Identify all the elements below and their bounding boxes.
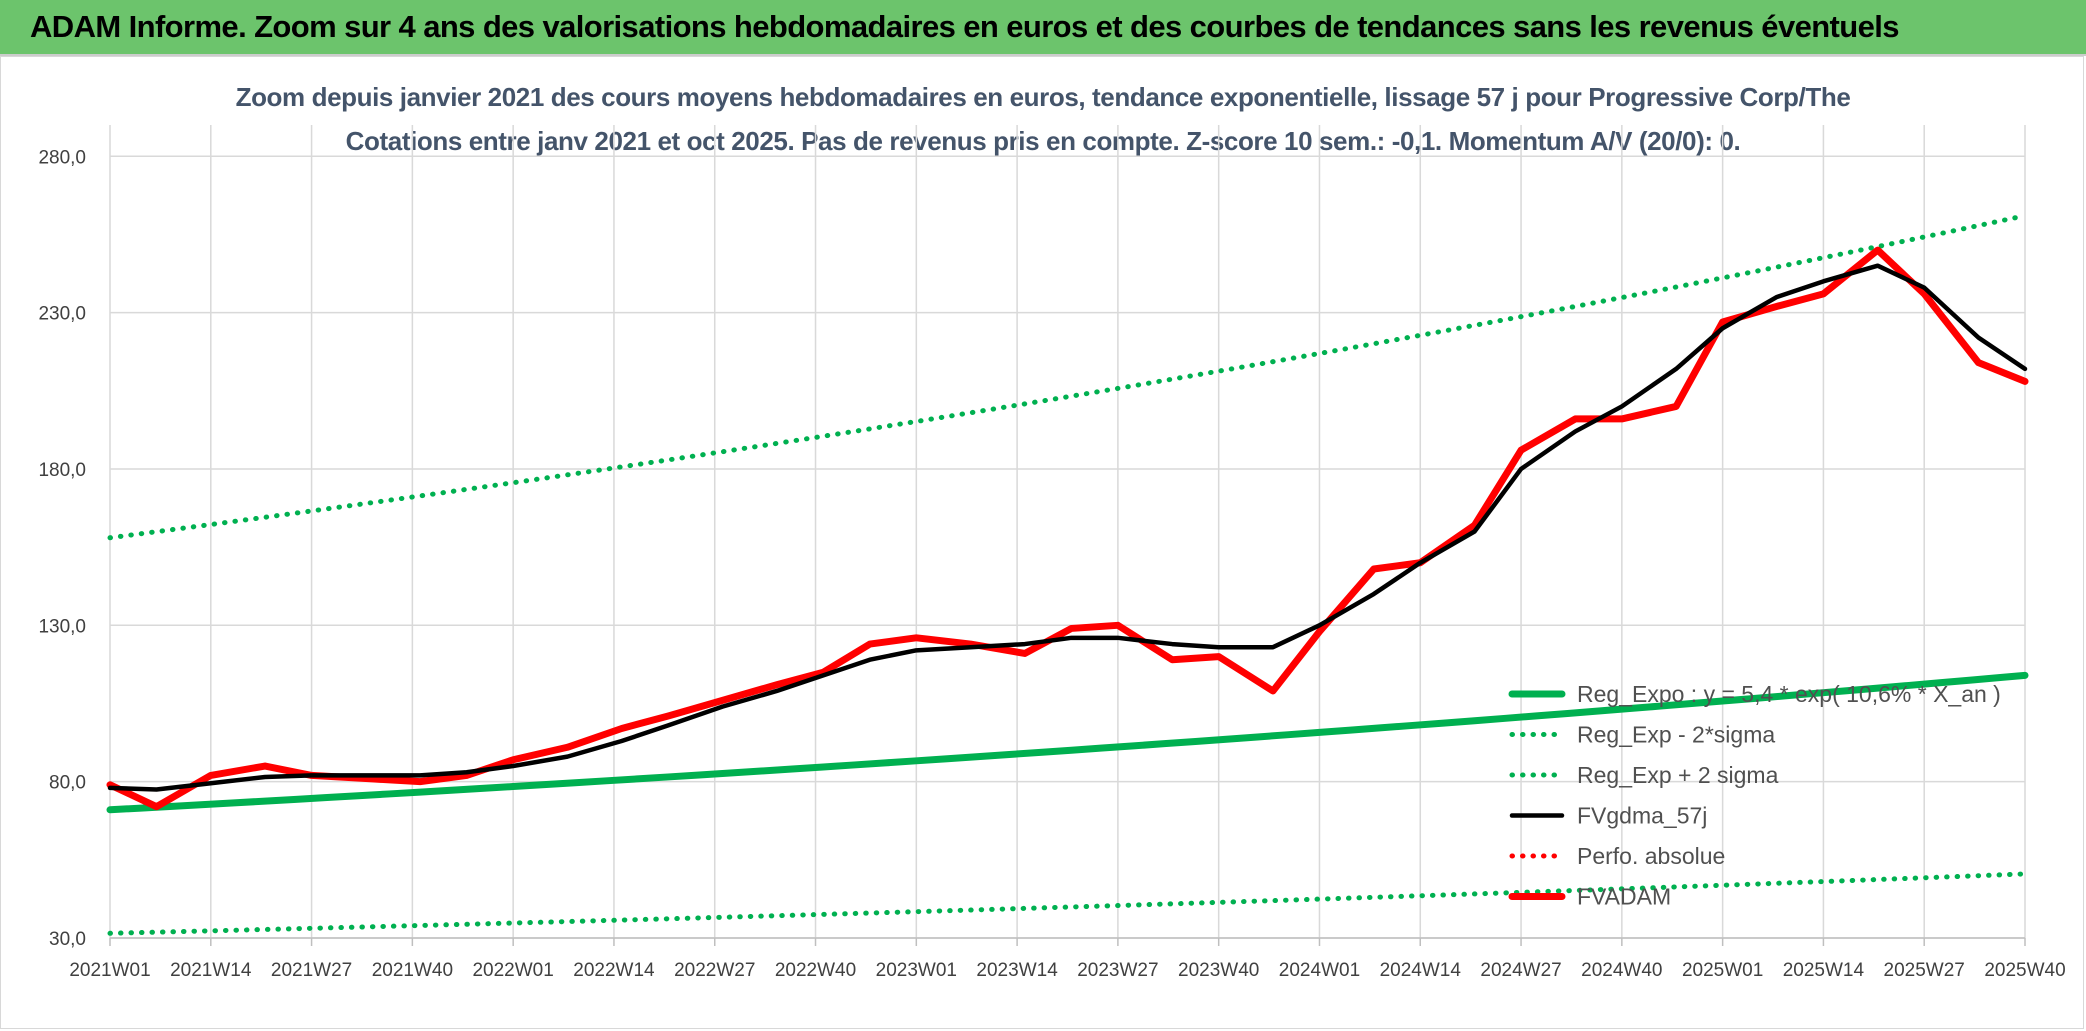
- x-tick-label: 2023W40: [1178, 960, 1259, 981]
- x-tick-label: 2024W01: [1279, 960, 1360, 981]
- report-title: ADAM Informe. Zoom sur 4 ans des valoris…: [30, 9, 1900, 44]
- chart-title-line1: Zoom depuis janvier 2021 des cours moyen…: [235, 82, 1851, 112]
- legend-label: FVADAM: [1577, 884, 1671, 910]
- report-banner: ADAM Informe. Zoom sur 4 ans des valoris…: [0, 0, 2086, 56]
- x-tick-label: 2025W27: [1884, 960, 1965, 981]
- fvadam-line: [106, 246, 2029, 811]
- x-tick-label: 2025W01: [1682, 960, 1763, 981]
- x-tick-label: 2022W40: [775, 960, 856, 981]
- x-tick-label: 2025W40: [1984, 960, 2065, 981]
- x-tick-label: 2025W14: [1783, 960, 1865, 981]
- x-tick-label: 2022W27: [674, 960, 755, 981]
- y-tick-label: 180,0: [38, 460, 86, 481]
- chart-frame: [0, 56, 2084, 1029]
- x-tick-label: 2021W40: [372, 960, 453, 981]
- y-tick-label: 30,0: [49, 929, 86, 950]
- legend-label: Reg_Exp + 2 sigma: [1577, 762, 1779, 788]
- reg-exp-plus-2sigma-line: [107, 213, 2028, 541]
- reg-expo-line: [106, 671, 2029, 814]
- legend-label: Reg_Expo : y = 5,4 * exp( 10,6% * X_an ): [1577, 681, 2001, 707]
- fvgdma-57j-line: [107, 263, 2028, 792]
- reg-exp-minus-2sigma-line: [107, 871, 2028, 936]
- chart-title-line2: Cotations entre janv 2021 et oct 2025. P…: [345, 126, 1741, 156]
- x-tick-label: 2021W14: [170, 960, 252, 981]
- x-tick-label: 2024W14: [1380, 960, 1462, 981]
- y-tick-label: 80,0: [49, 773, 86, 794]
- x-tick-label: 2022W14: [573, 960, 655, 981]
- x-tick-label: 2023W27: [1077, 960, 1158, 981]
- y-tick-label: 230,0: [38, 304, 86, 325]
- y-tick-label: 280,0: [38, 147, 86, 168]
- legend-label: FVgdma_57j: [1577, 803, 1707, 829]
- x-tick-label: 2023W01: [876, 960, 957, 981]
- y-tick-label: 130,0: [38, 616, 86, 637]
- x-tick-label: 2024W40: [1581, 960, 1662, 981]
- x-tick-label: 2021W01: [69, 960, 150, 981]
- x-tick-label: 2021W27: [271, 960, 352, 981]
- legend-label: Perfo. absolue: [1577, 843, 1725, 869]
- x-tick-label: 2024W27: [1480, 960, 1561, 981]
- x-tick-label: 2023W14: [976, 960, 1058, 981]
- x-tick-label: 2022W01: [472, 960, 553, 981]
- legend-label: Reg_Exp - 2*sigma: [1577, 722, 1775, 748]
